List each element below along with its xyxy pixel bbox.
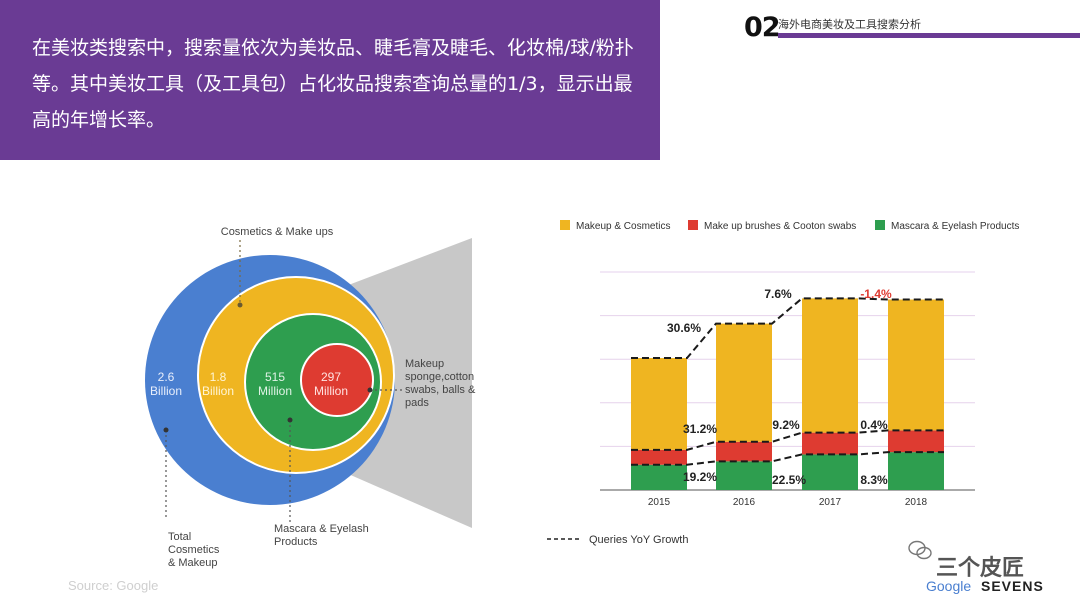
bar-2017-mascara bbox=[802, 454, 858, 490]
bar-2015-makeup bbox=[631, 358, 687, 450]
bar-chart: Makeup & Cosmetics Make up brushes & Coo… bbox=[547, 220, 1019, 546]
label-mascara-line-1: Mascara & Eyelash bbox=[274, 523, 369, 535]
watermark-name: 三个皮匠 bbox=[936, 556, 1025, 581]
legend-swatch-mascara bbox=[875, 220, 885, 230]
leader-total-dot bbox=[163, 427, 169, 433]
bar-2018-make bbox=[888, 430, 944, 453]
bar-2016-make bbox=[716, 441, 772, 462]
bar-2018-mascara bbox=[888, 452, 944, 490]
label-sponge-line-2: sponge,cotton bbox=[405, 371, 474, 383]
label-sponge-line-3: swabs, balls & bbox=[405, 384, 476, 396]
bar-2015-mascara bbox=[631, 464, 687, 490]
x-tick-2016: 2016 bbox=[733, 497, 756, 508]
label-total-line-1: Total bbox=[168, 531, 191, 543]
bar-2016-makeup bbox=[716, 323, 772, 442]
legend-label-makeup: Makeup & Cosmetics bbox=[576, 221, 670, 232]
leader-sponge-dot bbox=[367, 387, 373, 393]
bar-2018-makeup bbox=[888, 299, 944, 431]
circle-chart: 2.6 Billion 1.8 Billion 515 Million 297 … bbox=[145, 226, 478, 569]
wechat-logo-icon bbox=[908, 540, 932, 560]
growth-legend-label: Queries YoY Growth bbox=[589, 534, 688, 546]
section-underline bbox=[778, 33, 1080, 38]
growth-label-mascara-3: 8.3% bbox=[860, 473, 888, 487]
growth-labels: 30.6% 7.6% -1.4% 31.2% 9.2% 0.4% 19.2% 22.5% 8.3… bbox=[667, 287, 892, 487]
headline-text: 在美妆类搜索中，搜索量依次为美妆品、睫毛膏及睫毛、化妆棉/球/粉扑等。其中美妆工… bbox=[32, 37, 634, 131]
watermark-google-text: Google bbox=[926, 578, 972, 594]
label-total: Total Cosmetics & Makeup bbox=[168, 531, 222, 569]
growth-label-total-3: -1.4% bbox=[860, 287, 892, 301]
circle-sponge-value: 297 bbox=[321, 370, 341, 384]
legend-label-mascara: Mascara & Eyelash Products bbox=[891, 221, 1019, 232]
legend-swatch-makeup bbox=[560, 220, 570, 230]
section-title: 海外电商美妆及工具搜索分析 bbox=[778, 18, 921, 31]
legend-label-brushes: Make up brushes & Cooton swabs bbox=[704, 221, 856, 232]
label-sponge: Makeup sponge,cotton swabs, balls & pads bbox=[405, 358, 478, 409]
section-number: 02 bbox=[744, 12, 781, 43]
headline-banner: 在美妆类搜索中，搜索量依次为美妆品、睫毛膏及睫毛、化妆棉/球/粉扑等。其中美妆工… bbox=[0, 0, 660, 160]
circle-mascara-value: 515 bbox=[265, 370, 285, 384]
growth-label-total-2: 7.6% bbox=[764, 287, 792, 301]
growth-label-mascara-1: 19.2% bbox=[683, 470, 717, 484]
growth-label-mascara-2: 22.5% bbox=[772, 473, 806, 487]
x-tick-2015: 2015 bbox=[648, 497, 671, 508]
label-sponge-line-4: pads bbox=[405, 397, 429, 409]
growth-line-brushes bbox=[631, 429, 944, 451]
growth-label-brushes-3: 0.4% bbox=[860, 418, 888, 432]
x-tick-labels: 2015 2016 2017 2018 bbox=[648, 497, 928, 508]
x-tick-2017: 2017 bbox=[819, 497, 842, 508]
watermark-google: Google bbox=[926, 578, 971, 594]
growth-label-brushes-1: 31.2% bbox=[683, 422, 717, 436]
bar-2016-mascara bbox=[716, 461, 772, 490]
circle-total-unit: Billion bbox=[150, 384, 182, 398]
circle-mascara-unit: Million bbox=[258, 384, 292, 398]
growth-line-total bbox=[631, 297, 944, 360]
source-note: Source: Google bbox=[68, 578, 159, 593]
label-cosmetics: Cosmetics & Make ups bbox=[221, 226, 334, 238]
bar-2017-make bbox=[802, 432, 858, 455]
circle-cosmetics-unit: Billion bbox=[202, 384, 234, 398]
watermark-sevens: SEVENS bbox=[981, 578, 1044, 594]
label-total-line-3: & Makeup bbox=[168, 557, 218, 569]
growth-lines bbox=[631, 297, 944, 466]
growth-label-total-1: 30.6% bbox=[667, 321, 701, 335]
circle-sponge bbox=[300, 343, 374, 417]
bar-2017-makeup bbox=[802, 298, 858, 433]
label-mascara-line-2: Products bbox=[274, 536, 318, 548]
circle-cosmetics-value: 1.8 bbox=[210, 370, 227, 384]
growth-line-mascara bbox=[631, 451, 944, 466]
label-sponge-line-1: Makeup bbox=[405, 358, 444, 370]
bar-2015-make bbox=[631, 449, 687, 465]
growth-label-brushes-2: 9.2% bbox=[772, 418, 800, 432]
section-header: 02 海外电商美妆及工具搜索分析 bbox=[744, 12, 1080, 44]
circle-total-value: 2.6 bbox=[158, 370, 175, 384]
bar-marks bbox=[631, 298, 944, 490]
leader-mascara-dot bbox=[287, 417, 293, 423]
x-tick-2018: 2018 bbox=[905, 497, 928, 508]
bar-legend: Makeup & Cosmetics Make up brushes & Coo… bbox=[560, 220, 1019, 232]
label-mascara: Mascara & Eyelash Products bbox=[274, 523, 372, 548]
label-total-line-2: Cosmetics bbox=[168, 544, 220, 556]
leader-cosmetics-dot bbox=[237, 302, 243, 308]
circle-sponge-unit: Million bbox=[314, 384, 348, 398]
legend-swatch-brushes bbox=[688, 220, 698, 230]
